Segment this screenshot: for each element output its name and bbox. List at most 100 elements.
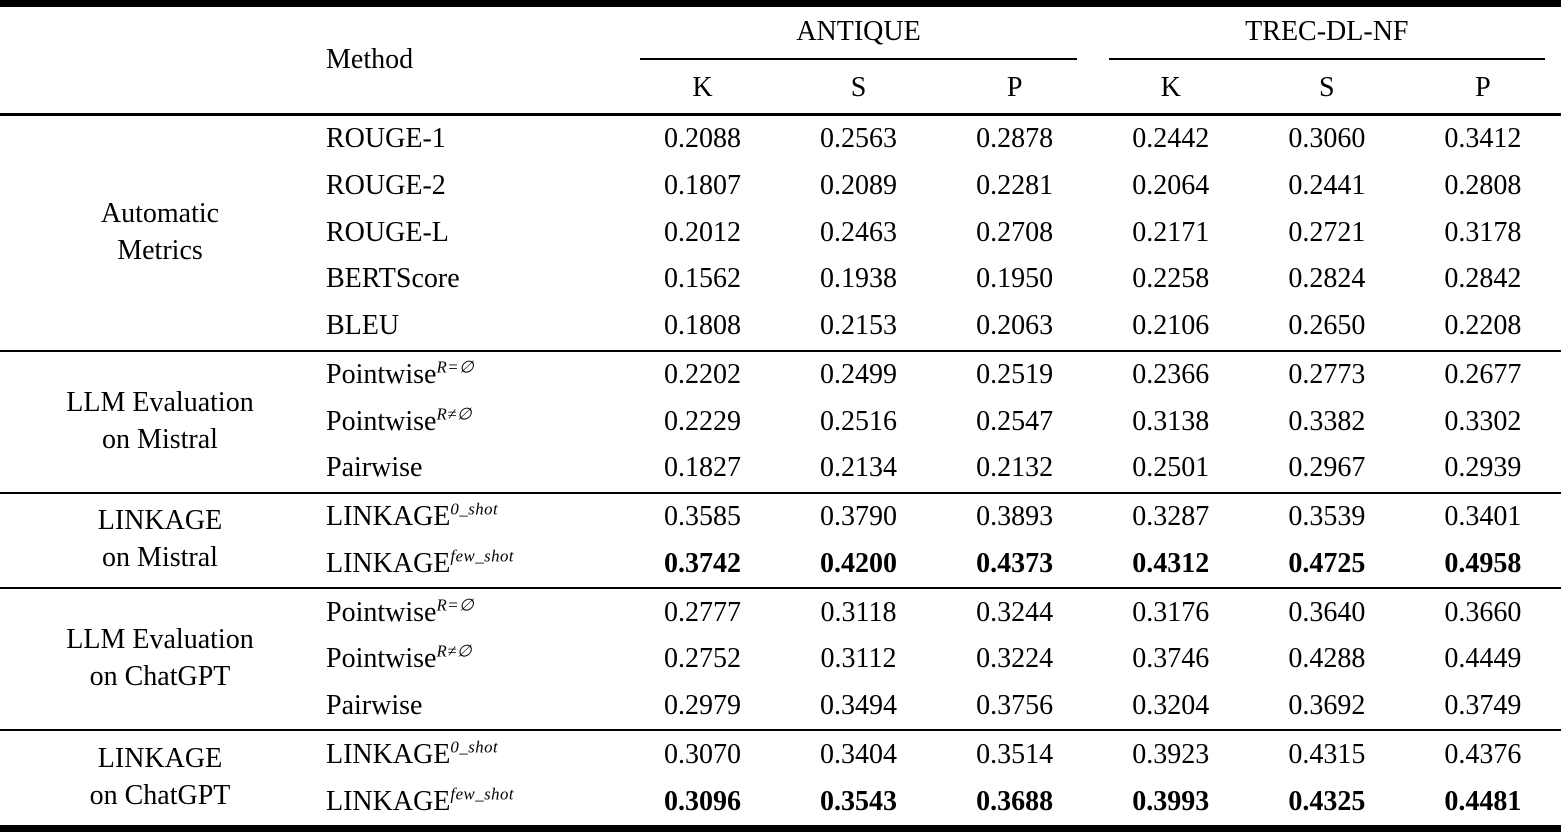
value-cell: 0.2463 xyxy=(820,216,898,248)
table-row: PointwiseR≠∅ 0.2229 0.2516 0.2547 0.3138… xyxy=(0,398,1561,445)
value-cell: 0.3138 xyxy=(1132,405,1210,437)
value-cell: 0.3096 xyxy=(663,785,741,817)
value-cell: 0.2366 xyxy=(1092,349,1249,399)
value-cell: 0.2153 xyxy=(820,310,898,342)
value-cell: 0.1808 xyxy=(663,310,741,342)
method-name: Pointwise xyxy=(326,358,437,390)
table-row: BERTScore 0.1562 0.1938 0.1950 0.2258 0.… xyxy=(0,256,1561,303)
value-cell: 0.2547 xyxy=(976,405,1054,437)
col-header-trec-p: P xyxy=(1475,72,1491,103)
value-cell: 0.3070 xyxy=(624,729,781,779)
value-cell: 0.3660 xyxy=(1404,587,1561,636)
method-column-header: Method xyxy=(326,44,414,75)
method-name: BERTScore xyxy=(326,263,460,295)
cmidrule xyxy=(640,58,1077,60)
method-name: BLEU xyxy=(326,310,400,342)
value-cell: 0.4288 xyxy=(1288,643,1366,675)
value-cell: 0.2281 xyxy=(976,170,1054,202)
method-cell: PointwiseR=∅ xyxy=(320,587,625,636)
value-cell: 0.3790 xyxy=(780,491,937,541)
value-cell: 0.3204 xyxy=(1132,689,1210,721)
method-name: LINKAGE xyxy=(326,785,451,817)
value-cell: 0.3176 xyxy=(1092,587,1249,636)
value-cell: 0.3178 xyxy=(1444,216,1522,248)
value-cell: 0.2721 xyxy=(1288,216,1366,248)
method-superscript: 0_shot xyxy=(450,499,499,519)
value-cell: 0.4312 xyxy=(1132,547,1210,579)
value-cell: 0.4725 xyxy=(1288,547,1366,579)
method-cell: PointwiseR≠∅ xyxy=(320,636,624,683)
value-cell: 0.2063 xyxy=(976,310,1054,342)
value-cell: 0.3404 xyxy=(780,729,937,779)
value-cell: 0.4481 xyxy=(1444,785,1522,817)
value-cell: 0.2773 xyxy=(1248,349,1405,399)
method-name: Pairwise xyxy=(326,689,423,721)
value-cell: 0.3585 xyxy=(624,491,781,541)
group-label-line: LINKAGE xyxy=(97,743,223,775)
col-header-trec-k: K xyxy=(1160,72,1181,103)
value-cell: 0.2752 xyxy=(663,643,741,675)
value-cell: 0.3923 xyxy=(1092,729,1249,779)
value-cell: 0.2563 xyxy=(780,112,937,163)
value-cell: 0.2501 xyxy=(1132,452,1210,484)
method-cell: LINKAGE0_shot xyxy=(320,729,625,779)
method-superscript: R≠∅ xyxy=(436,641,473,661)
group-label-automatic-metrics: Automatic Metrics xyxy=(0,112,320,351)
empty-corner-cell xyxy=(0,4,320,64)
value-cell: 0.2878 xyxy=(936,112,1093,163)
method-superscript: R=∅ xyxy=(436,595,475,615)
method-superscript: few_shot xyxy=(450,546,515,566)
value-cell: 0.3412 xyxy=(1404,112,1561,163)
value-cell: 0.2258 xyxy=(1132,263,1210,295)
group-label-line: LLM Evaluation xyxy=(66,386,254,418)
value-cell: 0.2441 xyxy=(1288,170,1366,202)
method-name: Pointwise xyxy=(326,643,437,675)
value-cell: 0.2229 xyxy=(663,405,741,437)
method-name: LINKAGE xyxy=(326,547,451,579)
group-label-line: LINKAGE xyxy=(97,505,223,537)
value-cell: 0.3302 xyxy=(1444,405,1522,437)
value-cell: 0.3692 xyxy=(1288,689,1366,721)
value-cell: 0.2808 xyxy=(1444,170,1522,202)
value-cell: 0.2208 xyxy=(1444,310,1522,342)
value-cell: 0.2824 xyxy=(1288,263,1366,295)
value-cell: 0.3112 xyxy=(820,643,897,675)
dataset-header-trec-dl-nf: TREC-DL-NF xyxy=(1093,4,1561,64)
method-cell: Pairwise xyxy=(320,683,624,731)
group-label-line: on ChatGPT xyxy=(89,661,231,693)
value-cell: 0.2677 xyxy=(1404,349,1561,399)
col-header-antique-s: S xyxy=(850,72,867,103)
value-cell: 0.4449 xyxy=(1444,643,1522,675)
value-cell: 0.2089 xyxy=(820,170,898,202)
value-cell: 0.4373 xyxy=(976,547,1054,579)
method-name: Pointwise xyxy=(326,405,437,437)
method-cell: PointwiseR≠∅ xyxy=(320,398,624,445)
method-superscript: 0_shot xyxy=(450,737,499,757)
value-cell: 0.2777 xyxy=(624,587,781,636)
col-header-antique-k: K xyxy=(692,72,713,103)
value-cell: 0.2106 xyxy=(1132,310,1210,342)
value-cell: 0.3244 xyxy=(936,587,1093,636)
value-cell: 0.3224 xyxy=(976,643,1054,675)
table-row: LINKAGE on Mistral LINKAGE0_shot 0.3585 … xyxy=(0,491,1561,589)
value-cell: 0.2012 xyxy=(663,216,741,248)
value-cell: 0.2519 xyxy=(936,349,1093,399)
method-name: Pairwise xyxy=(326,452,423,484)
value-cell: 0.1807 xyxy=(663,170,741,202)
table-row: Pairwise 0.2979 0.3494 0.3756 0.3204 0.3… xyxy=(0,683,1561,731)
value-cell: 0.1950 xyxy=(976,263,1054,295)
value-cell: 0.3893 xyxy=(936,491,1093,541)
value-cell: 0.2708 xyxy=(976,216,1054,248)
value-cell: 0.3060 xyxy=(1248,112,1405,163)
value-cell: 0.3514 xyxy=(936,729,1093,779)
table-row: LLM Evaluation on Mistral PointwiseR=∅ 0… xyxy=(0,349,1561,493)
value-cell: 0.1938 xyxy=(820,263,898,295)
value-cell: 0.3401 xyxy=(1404,491,1561,541)
subcolumn-header-row: K S P K S P xyxy=(0,63,1561,115)
value-cell: 0.2967 xyxy=(1288,452,1366,484)
value-cell: 0.2979 xyxy=(663,689,741,721)
value-cell: 0.3746 xyxy=(1132,643,1210,675)
value-cell: 0.2842 xyxy=(1444,263,1522,295)
